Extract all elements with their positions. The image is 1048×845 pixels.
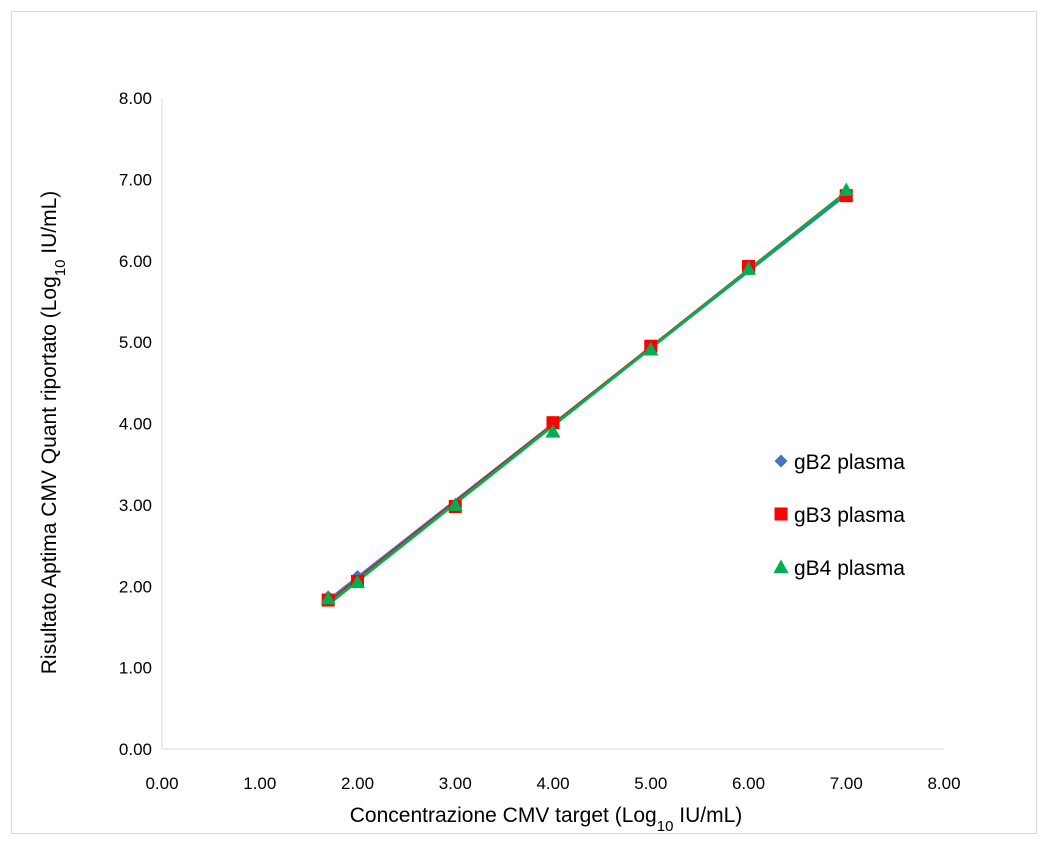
x-tick-label: 8.00 — [927, 774, 960, 793]
y-tick-label: 2.00 — [119, 577, 152, 596]
data-points — [320, 182, 854, 607]
x-tick-label: 6.00 — [732, 774, 765, 793]
y-tick-label: 3.00 — [119, 496, 152, 515]
y-tick-label: 0.00 — [119, 740, 152, 759]
legend-marker-triangle — [773, 559, 789, 573]
y-tick-label: 7.00 — [119, 170, 152, 189]
legend-label: gB2 plasma — [794, 451, 905, 474]
x-tick-label: 5.00 — [634, 774, 667, 793]
trendline-triangle — [327, 191, 848, 606]
y-axis-title: Risultato Aptima CMV Quant riportato (Lo… — [38, 191, 69, 675]
y-tick-label: 1.00 — [119, 659, 152, 678]
data-point-triangle — [643, 341, 659, 356]
x-tick-label: 2.00 — [341, 774, 374, 793]
axes — [161, 98, 944, 750]
y-tick-label: 8.00 — [119, 89, 152, 108]
x-tick-label: 0.00 — [145, 774, 178, 793]
data-point-square — [546, 416, 560, 430]
data-point-triangle — [741, 261, 756, 275]
legend-marker-diamond — [774, 454, 788, 468]
legend-marker-square — [774, 507, 788, 521]
x-tick-label: 7.00 — [830, 774, 863, 793]
x-tick-label: 1.00 — [243, 774, 276, 793]
x-tick-label: 3.00 — [439, 774, 472, 793]
legend-label: gB4 plasma — [794, 557, 905, 580]
data-point-triangle — [350, 574, 365, 589]
y-tick-label: 6.00 — [119, 252, 152, 271]
y-tick-label: 5.00 — [119, 333, 152, 352]
data-point-triangle — [838, 182, 854, 196]
data-point-triangle — [320, 590, 336, 605]
chart-frame — [11, 11, 1037, 834]
legend: gB2 plasma gB3 plasma gB4 plasma — [773, 451, 905, 580]
trendlines — [327, 191, 848, 606]
y-tick-label: 4.00 — [119, 415, 152, 434]
data-point-triangle — [545, 424, 561, 438]
x-tick-label: 4.00 — [536, 774, 569, 793]
data-point-triangle — [447, 497, 463, 511]
x-axis-title: Concentrazione CMV target (Log10 IU/mL) — [350, 804, 743, 835]
legend-label: gB3 plasma — [794, 504, 905, 527]
tick-labels: 0.00 1.00 2.00 3.00 4.00 5.00 6.00 7.00 8.00 0.00… — [119, 89, 961, 793]
